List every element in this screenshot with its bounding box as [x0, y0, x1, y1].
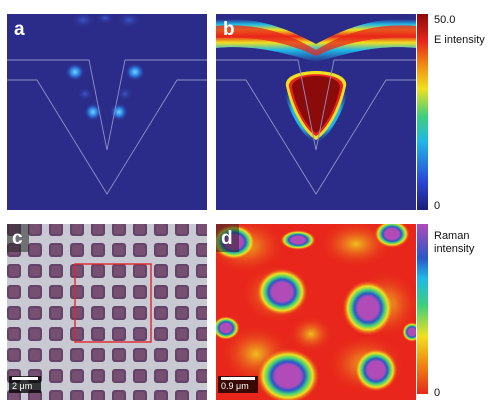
- field-map-b-image: [216, 14, 416, 210]
- e-intensity-min-label: 0: [434, 200, 441, 212]
- panel-b-field-map: b: [216, 14, 416, 210]
- panel-d-raman-map: d 0.9 μm: [216, 224, 416, 400]
- raman-intensity-colorbar: [417, 224, 428, 394]
- e-intensity-max-label: 50.0: [434, 14, 456, 26]
- e-intensity-colorbar: [417, 14, 428, 210]
- panel-a-field-map: a: [7, 14, 207, 210]
- field-map-a-image: [7, 14, 207, 210]
- raman-title-line2: intensity: [434, 243, 475, 255]
- scale-bar-d-label: 0.9 μm: [221, 381, 249, 391]
- scale-bar-c: 2 μm: [9, 376, 41, 393]
- panel-label-d: d: [216, 224, 239, 252]
- panel-label-a: a: [14, 19, 25, 40]
- raman-min-label: 0: [434, 387, 441, 399]
- e-intensity-title: E intensity: [434, 34, 485, 46]
- scale-bar-d-line: [221, 377, 255, 380]
- optical-grid-image: [7, 224, 207, 400]
- panel-label-c: c: [7, 224, 29, 252]
- panel-c-optical-image: c 2 μm: [7, 224, 207, 400]
- scale-bar-c-line: [12, 377, 38, 380]
- raman-title-line1: Raman: [434, 230, 470, 242]
- raman-map-image: [216, 224, 416, 400]
- scale-bar-d: 0.9 μm: [218, 376, 258, 393]
- panel-label-b: b: [223, 19, 235, 40]
- scale-bar-c-label: 2 μm: [12, 381, 33, 391]
